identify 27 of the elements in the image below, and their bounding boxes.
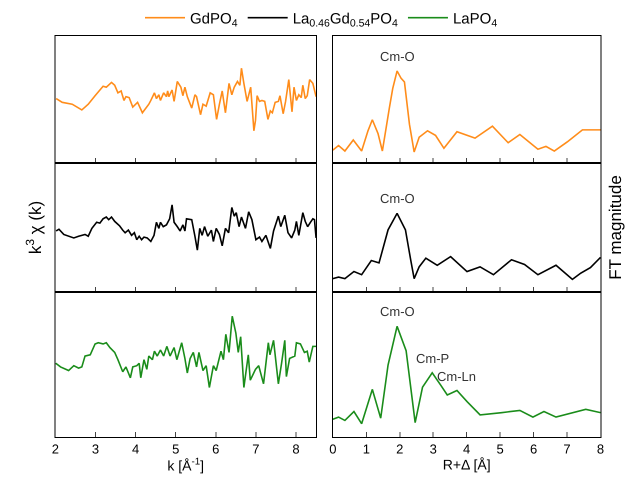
x-tick-label: 4	[463, 442, 470, 457]
annotation: Cm-O	[380, 191, 415, 206]
annotation: Cm-O	[380, 304, 415, 319]
annotation: Cm-Ln	[437, 369, 476, 384]
x-tick-label: 5	[496, 442, 504, 457]
x-tick-label: 4	[132, 442, 140, 457]
x-tick-label: 2	[396, 442, 404, 457]
legend-label: La$_{0.46}$Gd$_{0.54}$PO$_{4}$	[292, 10, 398, 30]
x-axis-title: k [Å$^{-1}$]	[167, 456, 204, 474]
x-tick-label: 8	[596, 442, 604, 457]
x-tick-label: 8	[292, 442, 300, 457]
x-tick-label: 2	[52, 442, 59, 457]
x-tick-label: 3	[430, 442, 437, 457]
x-tick-label: 5	[172, 442, 180, 457]
x-tick-label: 7	[252, 442, 260, 457]
x-tick-label: 6	[530, 442, 538, 457]
x-tick-label: 6	[212, 442, 220, 457]
y-axis-title: FT magnitude	[606, 175, 625, 280]
x-axis-title: R+Δ [Å]	[442, 456, 491, 473]
annotation: Cm-P	[416, 351, 450, 366]
legend-label: LaPO$_{4}$	[452, 10, 498, 30]
x-tick-label: 7	[563, 442, 571, 457]
x-tick-label: 1	[362, 442, 370, 457]
legend-label: GdPO$_{4}$	[190, 10, 238, 30]
x-tick-label: 0	[329, 442, 336, 457]
annotation: Cm-O	[380, 49, 415, 64]
x-tick-label: 3	[92, 442, 100, 457]
